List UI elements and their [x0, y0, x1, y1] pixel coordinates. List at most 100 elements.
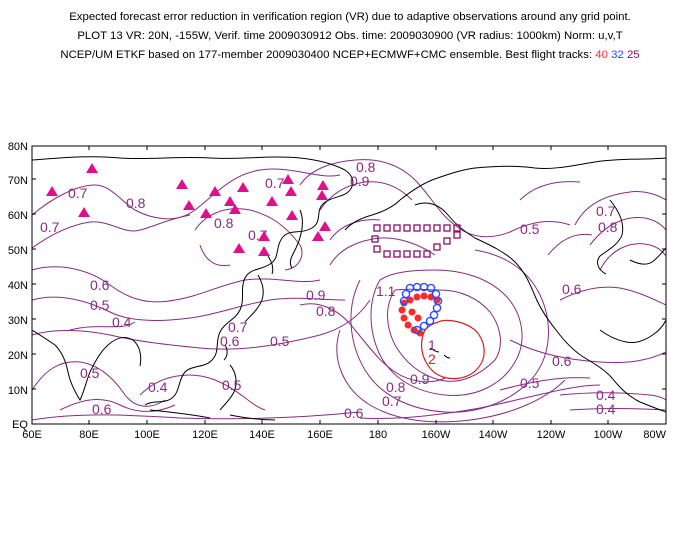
lon-tick-label: 80W — [643, 429, 666, 441]
contour-line — [32, 168, 341, 220]
title-line-2: PLOT 13 VR: 20N, -155W, Verif. time 2009… — [77, 30, 623, 42]
triangle-marker — [229, 204, 241, 214]
lat-axis: EQ 10N 20N 30N 40N 50N 60N 70N 80N — [8, 141, 29, 431]
coastline-philippines — [219, 364, 237, 411]
track-square-marker — [373, 224, 381, 232]
lon-tick-label: 120E — [192, 429, 218, 441]
contour-line — [139, 374, 266, 411]
contour-value-label: 0.7 — [40, 219, 60, 235]
track-square-marker — [423, 224, 431, 232]
contour-line — [69, 321, 136, 331]
contour-line — [32, 361, 166, 407]
triangle-marker — [176, 179, 188, 189]
track-circle-marker — [414, 314, 422, 322]
triangle-marker — [282, 174, 294, 184]
contour-line — [569, 408, 666, 411]
contour-value-label: 0.5 — [520, 375, 540, 391]
track-circle-marker — [398, 306, 406, 314]
high-value-contour — [421, 319, 485, 380]
lon-tick-label: 140W — [479, 429, 508, 441]
contour-line — [599, 243, 666, 271]
track-label-40: 40 — [595, 49, 608, 61]
track-circle-marker — [425, 316, 435, 326]
contour-line — [319, 181, 413, 211]
contour-value-label: 0.9 — [410, 371, 430, 387]
lat-tick-label: 40N — [8, 280, 28, 292]
track-32 — [399, 282, 443, 335]
lat-tick-label: 30N — [8, 315, 28, 327]
contour-line — [32, 411, 361, 421]
track-square-marker — [453, 231, 461, 239]
contour-line — [59, 399, 176, 412]
triangle-marker — [46, 186, 58, 196]
contour-value-label: 0.6 — [92, 401, 112, 417]
contour-line — [299, 159, 571, 238]
triangle-marker — [312, 231, 324, 241]
contour-value-label: 0.4 — [596, 401, 616, 417]
contour-line — [329, 219, 381, 241]
contour-value-label: 0.4 — [148, 379, 168, 395]
track-circle-marker — [408, 308, 416, 316]
triangle-marker — [200, 208, 212, 218]
track-square-marker — [453, 224, 461, 232]
triangle-marker — [258, 246, 270, 256]
contour-value-label: 0.6 — [552, 353, 572, 369]
lon-axis: 60E 80E 100E 120E 140E 160E 180 160W 140… — [22, 429, 666, 441]
contour-line — [559, 392, 666, 401]
lon-tick-label: 140E — [249, 429, 275, 441]
contour-line — [32, 296, 346, 321]
coastline-north-america — [399, 157, 666, 201]
track-square-marker — [373, 245, 381, 253]
contour-value-label: 0.5 — [80, 365, 100, 381]
contour-line — [32, 299, 371, 350]
coastline-hawaii — [429, 347, 451, 359]
contour-value-labels: 0.7 0.7 0.8 0.8 0.7 0.7 0.8 0.9 0.6 0.5 … — [40, 159, 618, 421]
contour-line — [350, 249, 549, 413]
title-line-1: Expected forecast error reduction in ver… — [69, 11, 631, 23]
track-circle-marker — [399, 296, 409, 306]
coastline-taiwan — [223, 344, 228, 361]
contour-line — [509, 339, 666, 363]
observation-sites — [46, 163, 331, 256]
contour-value-label: 0.6 — [344, 405, 364, 421]
map-frame — [31, 145, 667, 425]
track-square-marker — [393, 250, 401, 258]
lon-tick-label: 100W — [594, 429, 623, 441]
track-square-marker — [403, 224, 411, 232]
lon-tick-label: 120W — [537, 429, 566, 441]
triangle-marker — [286, 210, 298, 220]
contour-value-label: 0.7 — [382, 393, 402, 409]
track-square-marker — [371, 235, 379, 243]
contour-value-label: 0.8 — [356, 159, 376, 175]
track-circle-marker — [429, 310, 439, 320]
track-square-marker — [393, 224, 401, 232]
lat-tick-label: 80N — [8, 141, 28, 153]
track-circle-marker — [420, 292, 428, 300]
track-circle-marker — [432, 303, 442, 313]
contour-value-label: 0.8 — [126, 195, 146, 211]
contour-line — [547, 233, 593, 256]
lon-tick-label: 60E — [22, 429, 42, 441]
contour-line — [336, 329, 566, 423]
triangle-marker — [317, 180, 329, 190]
coastline-japan — [267, 255, 274, 275]
triangle-marker — [266, 196, 278, 206]
contour-value-label: 0.8 — [386, 379, 406, 395]
track-square-marker — [443, 237, 451, 245]
lon-tick-label: 180 — [369, 429, 387, 441]
coastline-indonesia — [149, 409, 276, 421]
track-square-marker — [413, 250, 421, 258]
contour-value-label: 1.1 — [376, 283, 396, 299]
contour-value-label: 0.6 — [562, 281, 582, 297]
lat-tick-marks — [32, 178, 666, 390]
contour-value-label: 0.9 — [306, 287, 326, 303]
track-circle-marker — [412, 325, 422, 335]
title-line-3-prefix: NCEP/UM ETKF based on 177-member 2009030… — [60, 49, 596, 61]
contour-value-label: 0.6 — [220, 333, 240, 349]
track-square-marker — [433, 243, 441, 251]
track-circle-marker — [419, 321, 429, 331]
triangle-marker — [209, 186, 221, 196]
contour-line — [359, 384, 601, 419]
track-circle-marker — [400, 314, 408, 322]
